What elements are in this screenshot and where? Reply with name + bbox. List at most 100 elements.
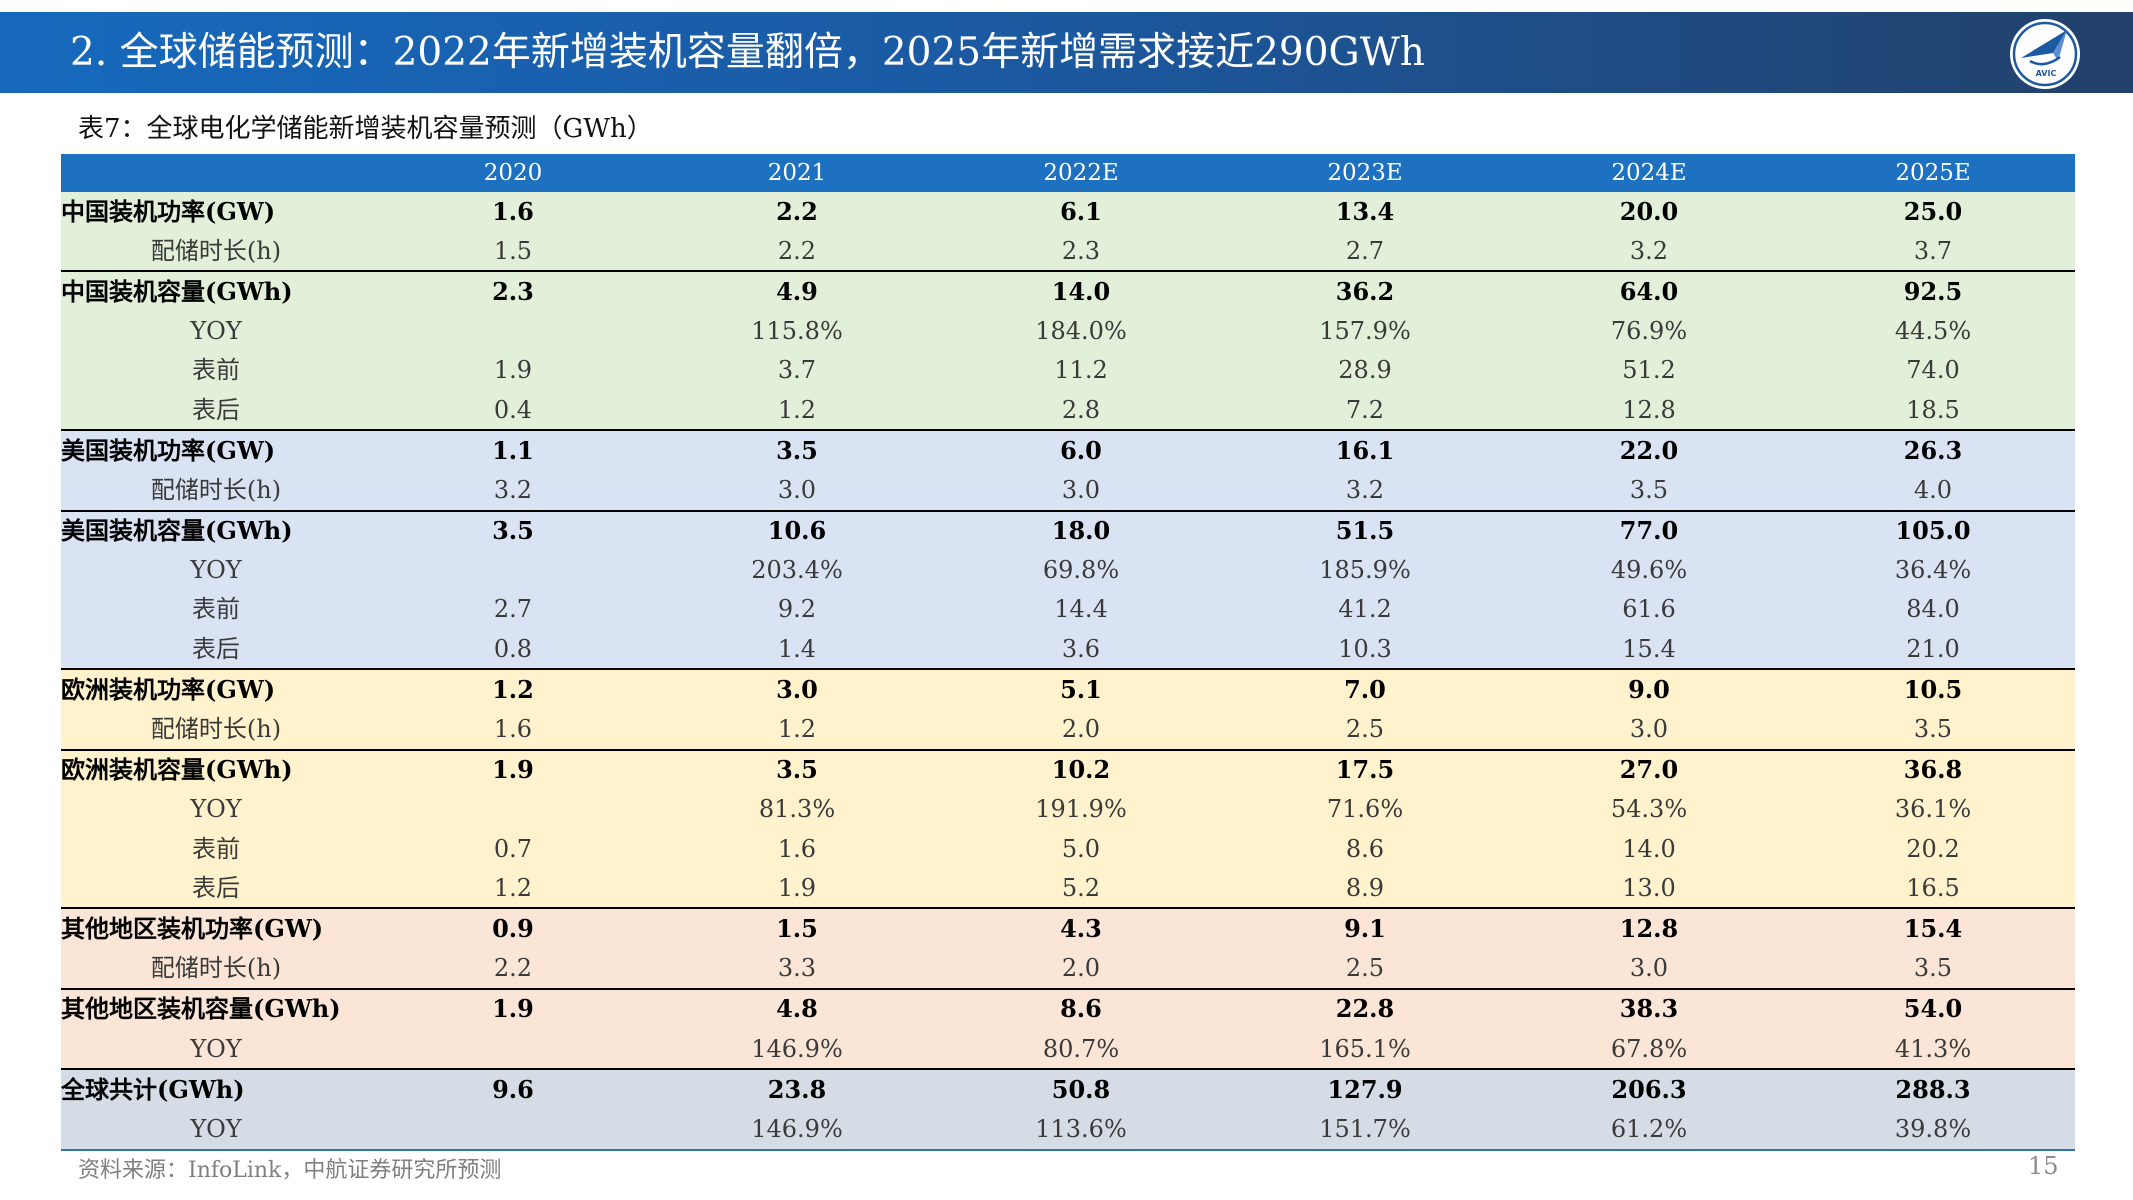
source-note: 资料来源：InfoLink，中航证券研究所预测 [78,1158,502,1183]
table-cell: 1.6 [492,196,534,226]
table-cell: 71.6% [1326,795,1404,824]
table-cell: 74.0 [1906,356,1960,385]
table-cell: 2.8 [1061,395,1101,424]
table-cell: 61.6 [1622,595,1676,624]
table-cell: 7.0 [1223,668,1507,710]
table-cell: 18.0 [939,509,1223,551]
table-cell: 1.6 [493,715,533,744]
table-cell: 0.9 [371,907,655,949]
table-row: YOY 115.8% 184.0% 157.9% 76.9% 44.5% [61,311,2075,351]
table-cell: 2.5 [1345,954,1385,983]
table-cell: 41.3% [1894,1034,1972,1063]
table-cell: 127.9 [1223,1068,1507,1110]
table-cell: 64.0 [1507,270,1791,312]
table-cell: 1.9 [371,748,655,790]
table-cell: 3.5 [1913,954,1953,983]
table-cell: 6.0 [939,429,1223,471]
table-cell: 165.1% [1319,1034,1411,1063]
row-label: 配储时长(h) [150,954,282,983]
table-cell: 21.0 [1906,634,1960,663]
table-cell: 1.6 [777,834,817,863]
row-label: 欧洲装机功率(GW) [61,668,371,710]
table-cell: 22.8 [1223,987,1507,1029]
table-cell: 12.8 [1507,907,1791,949]
table-row: 其他地区装机容量(GWh) 1.9 4.8 8.6 22.8 38.3 54.0 [61,987,2075,1029]
table-cell: 13.0 [1622,873,1676,902]
table-cell: 5.2 [1061,873,1101,902]
row-label: 表后 [192,395,240,424]
column-header: 2022E [939,154,1223,192]
table-cell: 1.2 [777,395,817,424]
table-row: 表前 1.9 3.7 11.2 28.9 51.2 74.0 [61,350,2075,390]
table-cell: 3.6 [1061,634,1101,663]
table-row: 欧洲装机功率(GW) 1.2 3.0 5.1 7.0 9.0 10.5 [61,668,2075,710]
table-cell: 206.3 [1507,1068,1791,1110]
logo-text: AVIC [2036,69,2057,78]
table-cell: 3.0 [655,668,939,710]
table-cell: 80.7% [1042,1034,1120,1063]
table-cell: 2.5 [1345,715,1385,744]
table-cell: 13.4 [1335,196,1395,226]
table-row: 配储时长(h) 2.2 3.3 2.0 2.5 3.0 3.5 [61,948,2075,989]
table-cell: 1.1 [371,429,655,471]
table-row: 表后 0.8 1.4 3.6 10.3 15.4 21.0 [61,629,2075,670]
table-cell: 28.9 [1338,356,1392,385]
table-cell: 4.0 [1913,475,1953,504]
table-cell: 9.0 [1507,668,1791,710]
table-cell: 5.1 [939,668,1223,710]
table-cell: 3.5 [371,509,655,551]
table-cell: 3.2 [1629,236,1669,265]
table-cell: 10.2 [939,748,1223,790]
table-cell: 3.5 [655,429,939,471]
column-header: 2021 [655,154,939,192]
table-cell: 3.3 [777,954,817,983]
row-label: 全球共计(GWh) [61,1068,371,1110]
table-row: 美国装机容量(GWh) 3.5 10.6 18.0 51.5 77.0 105.0 [61,509,2075,551]
table-cell: 14.4 [1054,595,1108,624]
table-cell: 36.1% [1894,795,1972,824]
table-cell: 146.9% [751,1034,843,1063]
table-cell: 2.7 [1345,236,1385,265]
table-cell: 67.8% [1610,1034,1688,1063]
table-row: YOY 146.9% 80.7% 165.1% 67.8% 41.3% [61,1028,2075,1070]
table-cell: 14.0 [939,270,1223,312]
table-cell: 17.5 [1223,748,1507,790]
table-cell: 10.3 [1338,634,1392,663]
table-cell: 84.0 [1906,595,1960,624]
table-cell: 3.7 [1913,236,1953,265]
table-cell: 18.5 [1906,395,1960,424]
table-cell: 10.5 [1791,668,2075,710]
table-cell: 1.9 [777,873,817,902]
table-cell: 39.8% [1791,1109,2075,1151]
row-label: 美国装机容量(GWh) [61,509,371,551]
table-cell: 92.5 [1791,270,2075,312]
forecast-table: 2020 2021 2022E 2023E 2024E 2025E 中国装机功率(GW) 1… [61,154,2075,1151]
row-label: 中国装机容量(GWh) [61,270,371,312]
table-cell: 1.9 [493,356,533,385]
table-cell: 3.5 [655,748,939,790]
column-header: 2023E [1223,154,1507,192]
table-cell: 8.6 [1345,834,1385,863]
table-row: 表后 0.4 1.2 2.8 7.2 12.8 18.5 [61,389,2075,431]
table-cell: 12.8 [1622,395,1676,424]
table-cell: 10.6 [655,509,939,551]
row-label: 美国装机功率(GW) [61,429,371,471]
table-cell: 49.6% [1610,556,1688,585]
table-cell: 3.0 [1061,475,1101,504]
row-label: YOY [61,1109,371,1151]
table-cell: 4.8 [655,987,939,1029]
row-label: YOY [190,317,242,346]
table-cell: 4.9 [655,270,939,312]
table-cell: 54.0 [1791,987,2075,1029]
table-cell: 9.2 [777,595,817,624]
table-cell: 1.5 [493,236,533,265]
table-cell: 3.2 [1345,475,1385,504]
row-label: 表前 [192,595,240,624]
table-cell [371,312,655,351]
row-label: 中国装机功率(GW) [61,196,276,226]
table-cell: 1.5 [655,907,939,949]
table-cell: 41.2 [1338,595,1392,624]
table-cell: 2.3 [371,270,655,312]
row-label: YOY [190,795,242,824]
table-cell: 81.3% [758,795,836,824]
